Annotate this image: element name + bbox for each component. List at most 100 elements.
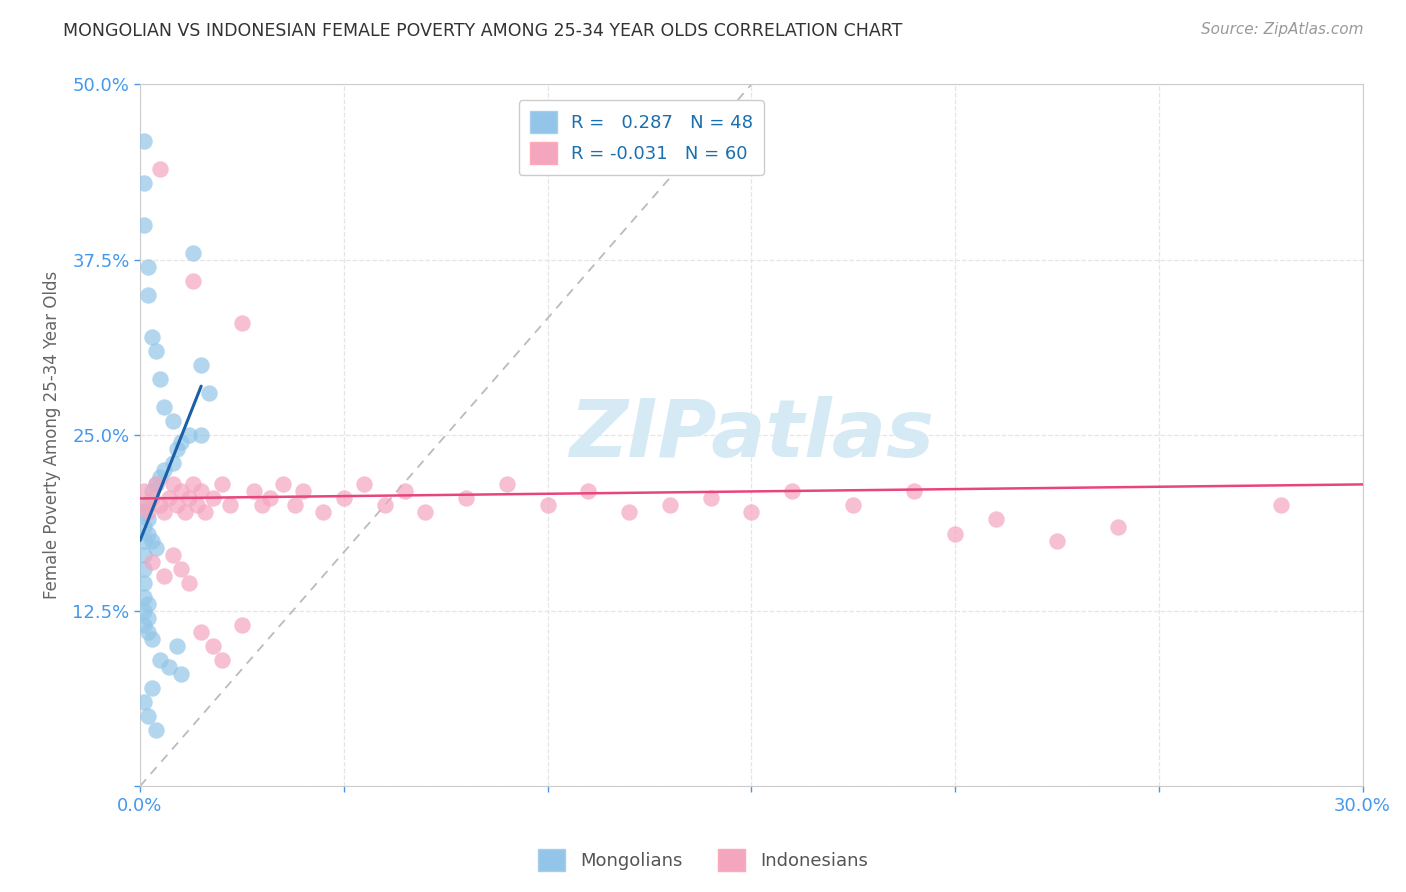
Point [943,526,966,541]
Point [170,666,193,681]
Point [333,491,356,506]
Point [903,484,925,499]
Point [312,506,335,520]
Point [699,491,721,506]
Point [181,274,204,288]
Point [136,288,159,302]
Point [145,344,167,359]
Point [842,499,865,513]
Point [170,435,193,450]
Point [166,639,188,653]
Legend: R =   0.287   N = 48, R = -0.031   N = 60: R = 0.287 N = 48, R = -0.031 N = 60 [519,101,763,175]
Point [141,484,163,499]
Point [617,506,640,520]
Legend: Mongolians, Indonesians: Mongolians, Indonesians [531,842,875,879]
Point [132,533,155,548]
Point [136,260,159,274]
Point [211,653,233,667]
Point [740,506,762,520]
Point [132,176,155,190]
Point [252,499,274,513]
Point [149,372,172,386]
Point [284,499,307,513]
Point [1046,533,1069,548]
Point [173,506,195,520]
Point [495,477,517,491]
Point [166,499,188,513]
Point [132,484,155,499]
Point [136,624,159,639]
Point [162,414,184,428]
Point [136,512,159,526]
Point [132,134,155,148]
Point [166,442,188,457]
Point [145,477,167,491]
Point [190,624,212,639]
Point [353,477,375,491]
Point [231,316,253,330]
Point [145,723,167,737]
Point [413,506,436,520]
Point [186,499,208,513]
Point [984,512,1007,526]
Point [132,548,155,562]
Point [190,428,212,442]
Point [149,161,172,176]
Point [141,632,163,646]
Point [157,660,180,674]
Point [170,484,193,499]
Point [190,484,212,499]
Text: Source: ZipAtlas.com: Source: ZipAtlas.com [1201,22,1364,37]
Point [177,575,200,590]
Point [658,499,681,513]
Point [136,526,159,541]
Point [162,548,184,562]
Point [132,506,155,520]
Point [153,506,176,520]
Point [198,386,221,401]
Point [177,491,200,506]
Point [153,463,176,477]
Point [149,653,172,667]
Point [153,568,176,582]
Point [1107,519,1129,533]
Point [132,575,155,590]
Point [576,484,599,499]
Point [145,477,167,491]
Point [190,358,212,372]
Point [132,617,155,632]
Point [141,491,163,506]
Point [162,477,184,491]
Point [259,491,281,506]
Point [136,709,159,723]
Point [271,477,294,491]
Point [132,604,155,618]
Point [454,491,477,506]
Point [394,484,416,499]
Point [141,681,163,695]
Point [157,491,180,506]
Point [211,477,233,491]
Point [132,561,155,575]
Point [373,499,395,513]
Point [132,695,155,709]
Text: ZIPatlas: ZIPatlas [569,396,934,475]
Point [136,597,159,611]
Point [141,555,163,569]
Point [132,218,155,232]
Point [218,499,240,513]
Point [149,499,172,513]
Point [194,506,217,520]
Point [136,611,159,625]
Point [136,499,159,513]
Point [780,484,803,499]
Point [177,428,200,442]
Point [181,245,204,260]
Point [153,401,176,415]
Point [132,519,155,533]
Point [132,590,155,604]
Text: MONGOLIAN VS INDONESIAN FEMALE POVERTY AMONG 25-34 YEAR OLDS CORRELATION CHART: MONGOLIAN VS INDONESIAN FEMALE POVERTY A… [63,22,903,40]
Point [141,330,163,344]
Point [231,617,253,632]
Point [145,541,167,555]
